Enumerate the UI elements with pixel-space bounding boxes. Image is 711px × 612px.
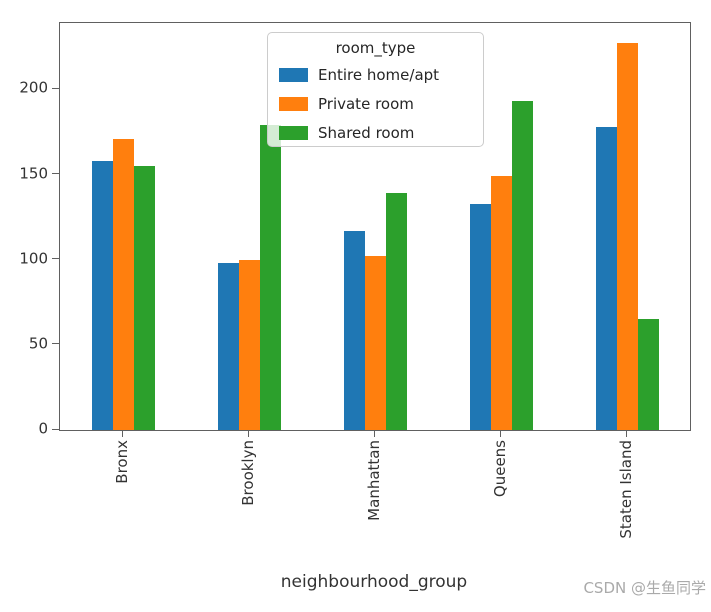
x-tick-mark [122,430,123,437]
y-tick-mark [52,258,59,260]
bar [91,161,113,430]
x-tick-label: Manhattan [365,440,383,521]
legend-entries: Entire home/apt Private room Shared room [268,60,483,147]
bar [385,193,407,430]
y-tick-mark [52,87,59,89]
x-tick-label: Staten Island [617,440,635,539]
legend-entry-label: Entire home/apt [318,65,440,84]
bar [511,101,533,430]
y-tick-mark [52,343,59,345]
x-tick-mark [374,430,375,437]
bar [469,204,491,430]
legend-entry: Entire home/apt [268,60,483,89]
legend-entry-label: Private room [318,94,414,113]
x-tick-label: Bronx [113,440,131,484]
bar [217,263,239,430]
x-tick-mark [626,430,627,437]
legend-entry-label: Shared room [318,123,415,142]
x-tick-mark [248,430,249,437]
legend-entry: Private room [268,89,483,118]
y-tick-mark [52,173,59,175]
legend-swatch-icon [279,67,308,82]
bar [616,43,638,430]
y-tick-label: 0 [38,419,48,438]
y-tick-label: 200 [19,78,48,97]
bar [343,231,365,430]
bar [238,260,260,430]
bar [133,166,155,430]
watermark: CSDN @生鱼同学 [583,579,706,597]
y-tick-label: 50 [28,334,48,353]
legend-swatch-icon [279,96,308,111]
bar [490,176,512,430]
legend: room_type Entire home/apt Private room Sha… [267,32,484,147]
y-tick-label: 100 [19,249,48,268]
x-tick-label: Brooklyn [239,440,257,506]
legend-swatch-icon [279,125,308,140]
legend-title: room_type [335,39,416,57]
legend-entry: Shared room [268,118,483,147]
bar [112,139,134,430]
bar [595,127,617,430]
bar [364,256,386,430]
y-tick-label: 150 [19,164,48,183]
bar [259,125,281,430]
y-tick-mark [52,428,59,430]
x-tick-mark [500,430,501,437]
x-axis-label: neighbourhood_group [280,572,468,592]
bar [637,319,659,430]
x-tick-label: Queens [491,440,509,498]
